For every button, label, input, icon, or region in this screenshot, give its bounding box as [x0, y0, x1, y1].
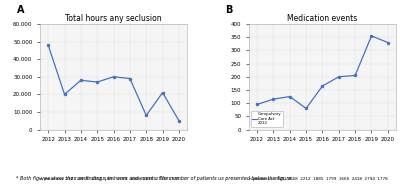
Title: Medication events: Medication events	[287, 14, 358, 23]
Title: Total hours any seclusion: Total hours any seclusion	[65, 14, 162, 23]
Text: B: B	[225, 5, 233, 15]
Text: n patients= 2321  2068  2212  1885  1799  1666  2418  2794  1778: n patients= 2321 2068 2212 1885 1799 166…	[40, 177, 179, 181]
Text: A: A	[16, 5, 24, 15]
Legend: Compulsory
Care Act
2012: Compulsory Care Act 2012	[251, 111, 283, 127]
Text: n patients= 2321  2068  2212  1885  1799  1666  2418  2794  1778: n patients= 2321 2068 2212 1885 1799 166…	[249, 177, 388, 181]
Text: * Both figures show the raw findings, in hours and events. The number of patient: * Both figures show the raw findings, in…	[16, 176, 293, 181]
